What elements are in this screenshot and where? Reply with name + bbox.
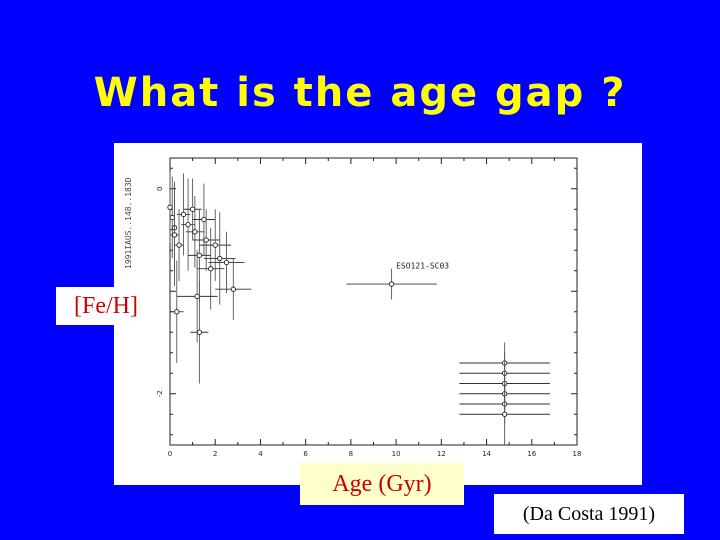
x-tick-label: 18 (573, 450, 582, 458)
age-metallicity-chart: 0 2 4 6 8 10 12 14 16 18 0 -2 1991IAUS..148..183D E… (124, 157, 582, 458)
y-tick-label: 0 (156, 187, 164, 191)
x-tick-label: 14 (482, 450, 491, 458)
y-tick-label: -2 (156, 390, 164, 397)
x-tick-label: 8 (349, 450, 353, 458)
data-point (459, 383, 550, 445)
x-axis-label: Age (Gyr) (300, 463, 464, 505)
data-point (176, 250, 218, 343)
data-point (170, 183, 180, 287)
data-point (346, 268, 437, 300)
data-point (203, 212, 236, 305)
plot-panel: 0 2 4 6 8 10 12 14 16 18 0 -2 1991IAUS..148..183D E… (114, 143, 642, 485)
x-tick-label: 0 (168, 450, 172, 458)
citation: (Da Costa 1991) (494, 494, 684, 534)
data-point (183, 178, 202, 240)
data-point (208, 231, 245, 294)
cluster-annotation: ESO121-SC03 (396, 262, 449, 271)
x-tick-label: 16 (527, 450, 536, 458)
slide-title: What is the age gap ? (93, 70, 627, 116)
data-point (192, 183, 216, 256)
x-tick-label: 6 (303, 450, 308, 458)
data-point (190, 281, 209, 384)
x-tick-label: 12 (437, 450, 446, 458)
data-point (215, 258, 252, 320)
y-axis-label: [Fe/H] (56, 287, 156, 325)
data-point (199, 209, 232, 281)
side-stamp: 1991IAUS..148..183D (124, 177, 133, 269)
x-tick-label: 10 (392, 450, 401, 458)
data-point (167, 171, 173, 244)
x-tick-label: 4 (258, 450, 263, 458)
data-point (174, 209, 184, 281)
x-tick-label: 2 (213, 450, 217, 458)
data-point (192, 209, 220, 271)
plot-frame (169, 157, 578, 446)
data-point (170, 260, 184, 363)
